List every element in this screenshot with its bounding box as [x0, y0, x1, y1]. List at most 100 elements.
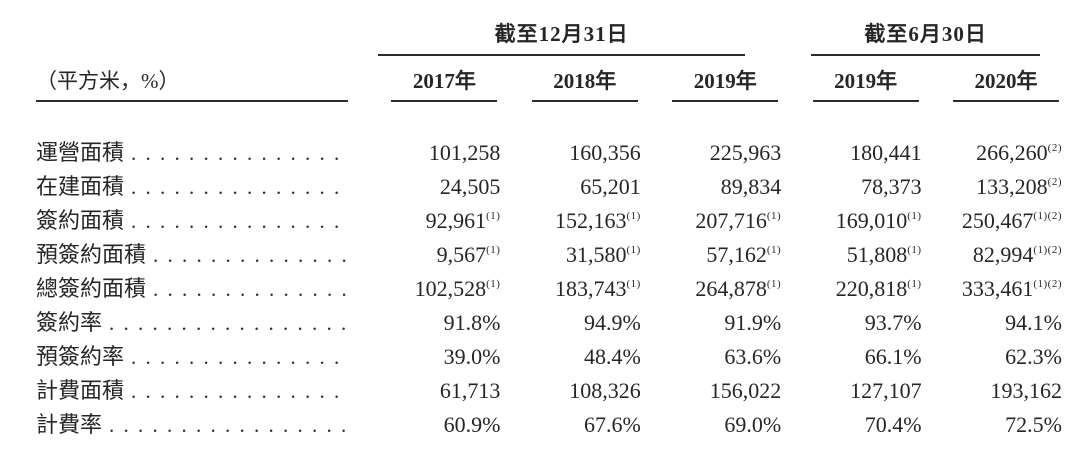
row-label: 運營面積	[36, 140, 125, 165]
value-cell: 48.4%	[500, 340, 641, 374]
row-label: 計費面積	[36, 378, 125, 403]
dot-leader	[131, 341, 346, 374]
row-label-cell: 計費面積	[36, 374, 360, 408]
cell-value: 69.0%	[724, 412, 782, 437]
footnote-superscript: (2)	[1047, 175, 1062, 188]
unit-label: （平方米，%）	[36, 62, 348, 102]
footnote-superscript: (1)(2)	[1033, 243, 1062, 256]
footnote-superscript: (2)	[1047, 141, 1062, 154]
value-cell: 69.0%	[641, 408, 781, 442]
cell-value: 60.9%	[443, 412, 501, 437]
cell-value: 183,743	[554, 276, 627, 301]
value-cell: 220,818(1)	[781, 272, 921, 306]
dot-leader	[131, 171, 346, 204]
value-cell: 169,010(1)	[781, 204, 921, 238]
value-cell: 127,107	[781, 374, 922, 408]
cell-value: 24,505	[439, 174, 501, 199]
value-cell: 94.1%	[922, 306, 1062, 340]
value-cell: 207,716(1)	[641, 204, 781, 238]
cell-value: 180,441	[850, 140, 922, 165]
table-row: 計費率 60.9% 67.6% 69.0% 70.4% 72.5%	[36, 408, 1062, 442]
table-row: 總簽約面積 102,528(1) 183,743(1) 264,878(1) 2…	[36, 272, 1062, 306]
value-cell: 91.9%	[641, 306, 781, 340]
cell-value: 63.6%	[724, 344, 782, 369]
value-cell: 67.6%	[500, 408, 641, 442]
table-row: 預簽約面積 9,567(1) 31,580(1) 57,162(1) 51,80…	[36, 238, 1062, 272]
table-row: 預簽約率 39.0% 48.4% 63.6% 66.1% 62.3%	[36, 340, 1062, 374]
dot-leader	[131, 375, 346, 408]
value-cell: 250,467(1)(2)	[922, 204, 1062, 238]
value-cell: 156,022	[641, 374, 782, 408]
dot-leader	[131, 205, 346, 238]
year-header-cell: 2019年	[781, 62, 921, 102]
value-cell: 160,356	[500, 136, 641, 170]
cell-value: 91.9%	[724, 310, 782, 335]
row-label: 簽約率	[36, 310, 103, 335]
row-label-cell: 預簽約率	[36, 340, 360, 374]
row-label-cell: 運營面積	[36, 136, 360, 170]
dot-leader	[109, 307, 346, 340]
cell-value: 152,163	[554, 208, 627, 233]
cell-value: 51,808	[846, 242, 908, 267]
cell-value: 93.7%	[864, 310, 922, 335]
row-label: 簽約面積	[36, 208, 125, 233]
value-cell: 82,994(1)(2)	[922, 238, 1062, 272]
value-cell: 51,808(1)	[781, 238, 921, 272]
cell-value: 78,373	[861, 174, 922, 199]
dot-leader	[153, 273, 346, 306]
footnote-superscript: (1)	[766, 277, 782, 290]
table-row: 簽約率 91.8% 94.9% 91.9% 93.7% 94.1%	[36, 306, 1062, 340]
value-cell: 9,567(1)	[360, 238, 500, 272]
footnote-superscript: (1)	[626, 277, 641, 290]
cell-value: 193,162	[990, 378, 1062, 403]
footnote-superscript: (1)	[907, 209, 922, 222]
value-cell: 264,878(1)	[641, 272, 781, 306]
footnote-superscript: (1)(2)	[1033, 277, 1062, 290]
value-cell: 183,743(1)	[500, 272, 640, 306]
column-group-dec31: 截至12月31日	[378, 14, 746, 56]
cell-value: 31,580	[565, 242, 627, 267]
cell-value: 94.1%	[1005, 310, 1062, 335]
dot-leader	[153, 239, 346, 272]
cell-value: 92,961	[425, 208, 487, 233]
value-cell: 152,163(1)	[500, 204, 640, 238]
cell-value: 127,107	[850, 378, 922, 403]
cell-value: 160,356	[569, 140, 641, 165]
footnote-superscript: (1)	[486, 209, 501, 222]
cell-value: 101,258	[428, 140, 501, 165]
value-cell: 60.9%	[360, 408, 501, 442]
cell-value: 94.9%	[583, 310, 641, 335]
cell-value: 250,467	[961, 208, 1034, 233]
value-cell: 102,528(1)	[360, 272, 500, 306]
year-header-cell: 2017年	[360, 62, 500, 102]
cell-value: 266,260	[976, 140, 1048, 165]
cell-value: 108,326	[569, 378, 641, 403]
row-label: 在建面積	[36, 174, 125, 199]
value-cell: 333,461(1)(2)	[922, 272, 1062, 306]
year-header-2018: 2018年	[531, 62, 638, 102]
value-cell: 266,260(2)	[922, 136, 1062, 170]
cell-value: 72.5%	[1005, 412, 1062, 437]
row-label: 計費率	[36, 412, 103, 437]
value-cell: 62.3%	[922, 340, 1062, 374]
value-cell: 72.5%	[922, 408, 1062, 442]
row-label: 預簽約率	[36, 344, 125, 369]
table-row: 運營面積 101,258 160,356 225,963 180,441 266…	[36, 136, 1062, 170]
value-cell: 108,326	[500, 374, 641, 408]
cell-value: 65,201	[580, 174, 641, 199]
year-header-row: （平方米，%） 2017年 2018年 2019年 2019年 2020年	[36, 62, 1062, 102]
dot-leader	[131, 137, 346, 170]
row-label: 預簽約面積	[36, 242, 147, 267]
footnote-superscript: (1)	[907, 277, 922, 290]
cell-value: 61,713	[439, 378, 501, 403]
footnote-superscript: (1)	[766, 209, 782, 222]
value-cell: 180,441	[781, 136, 922, 170]
cell-value: 169,010	[835, 208, 908, 233]
row-label-cell: 簽約率	[36, 306, 360, 340]
cell-value: 70.4%	[864, 412, 922, 437]
cell-value: 67.6%	[583, 412, 641, 437]
cell-value: 48.4%	[583, 344, 641, 369]
footnote-superscript: (1)	[626, 243, 641, 256]
cell-value: 133,208	[976, 174, 1048, 199]
footnote-superscript: (1)	[486, 243, 501, 256]
